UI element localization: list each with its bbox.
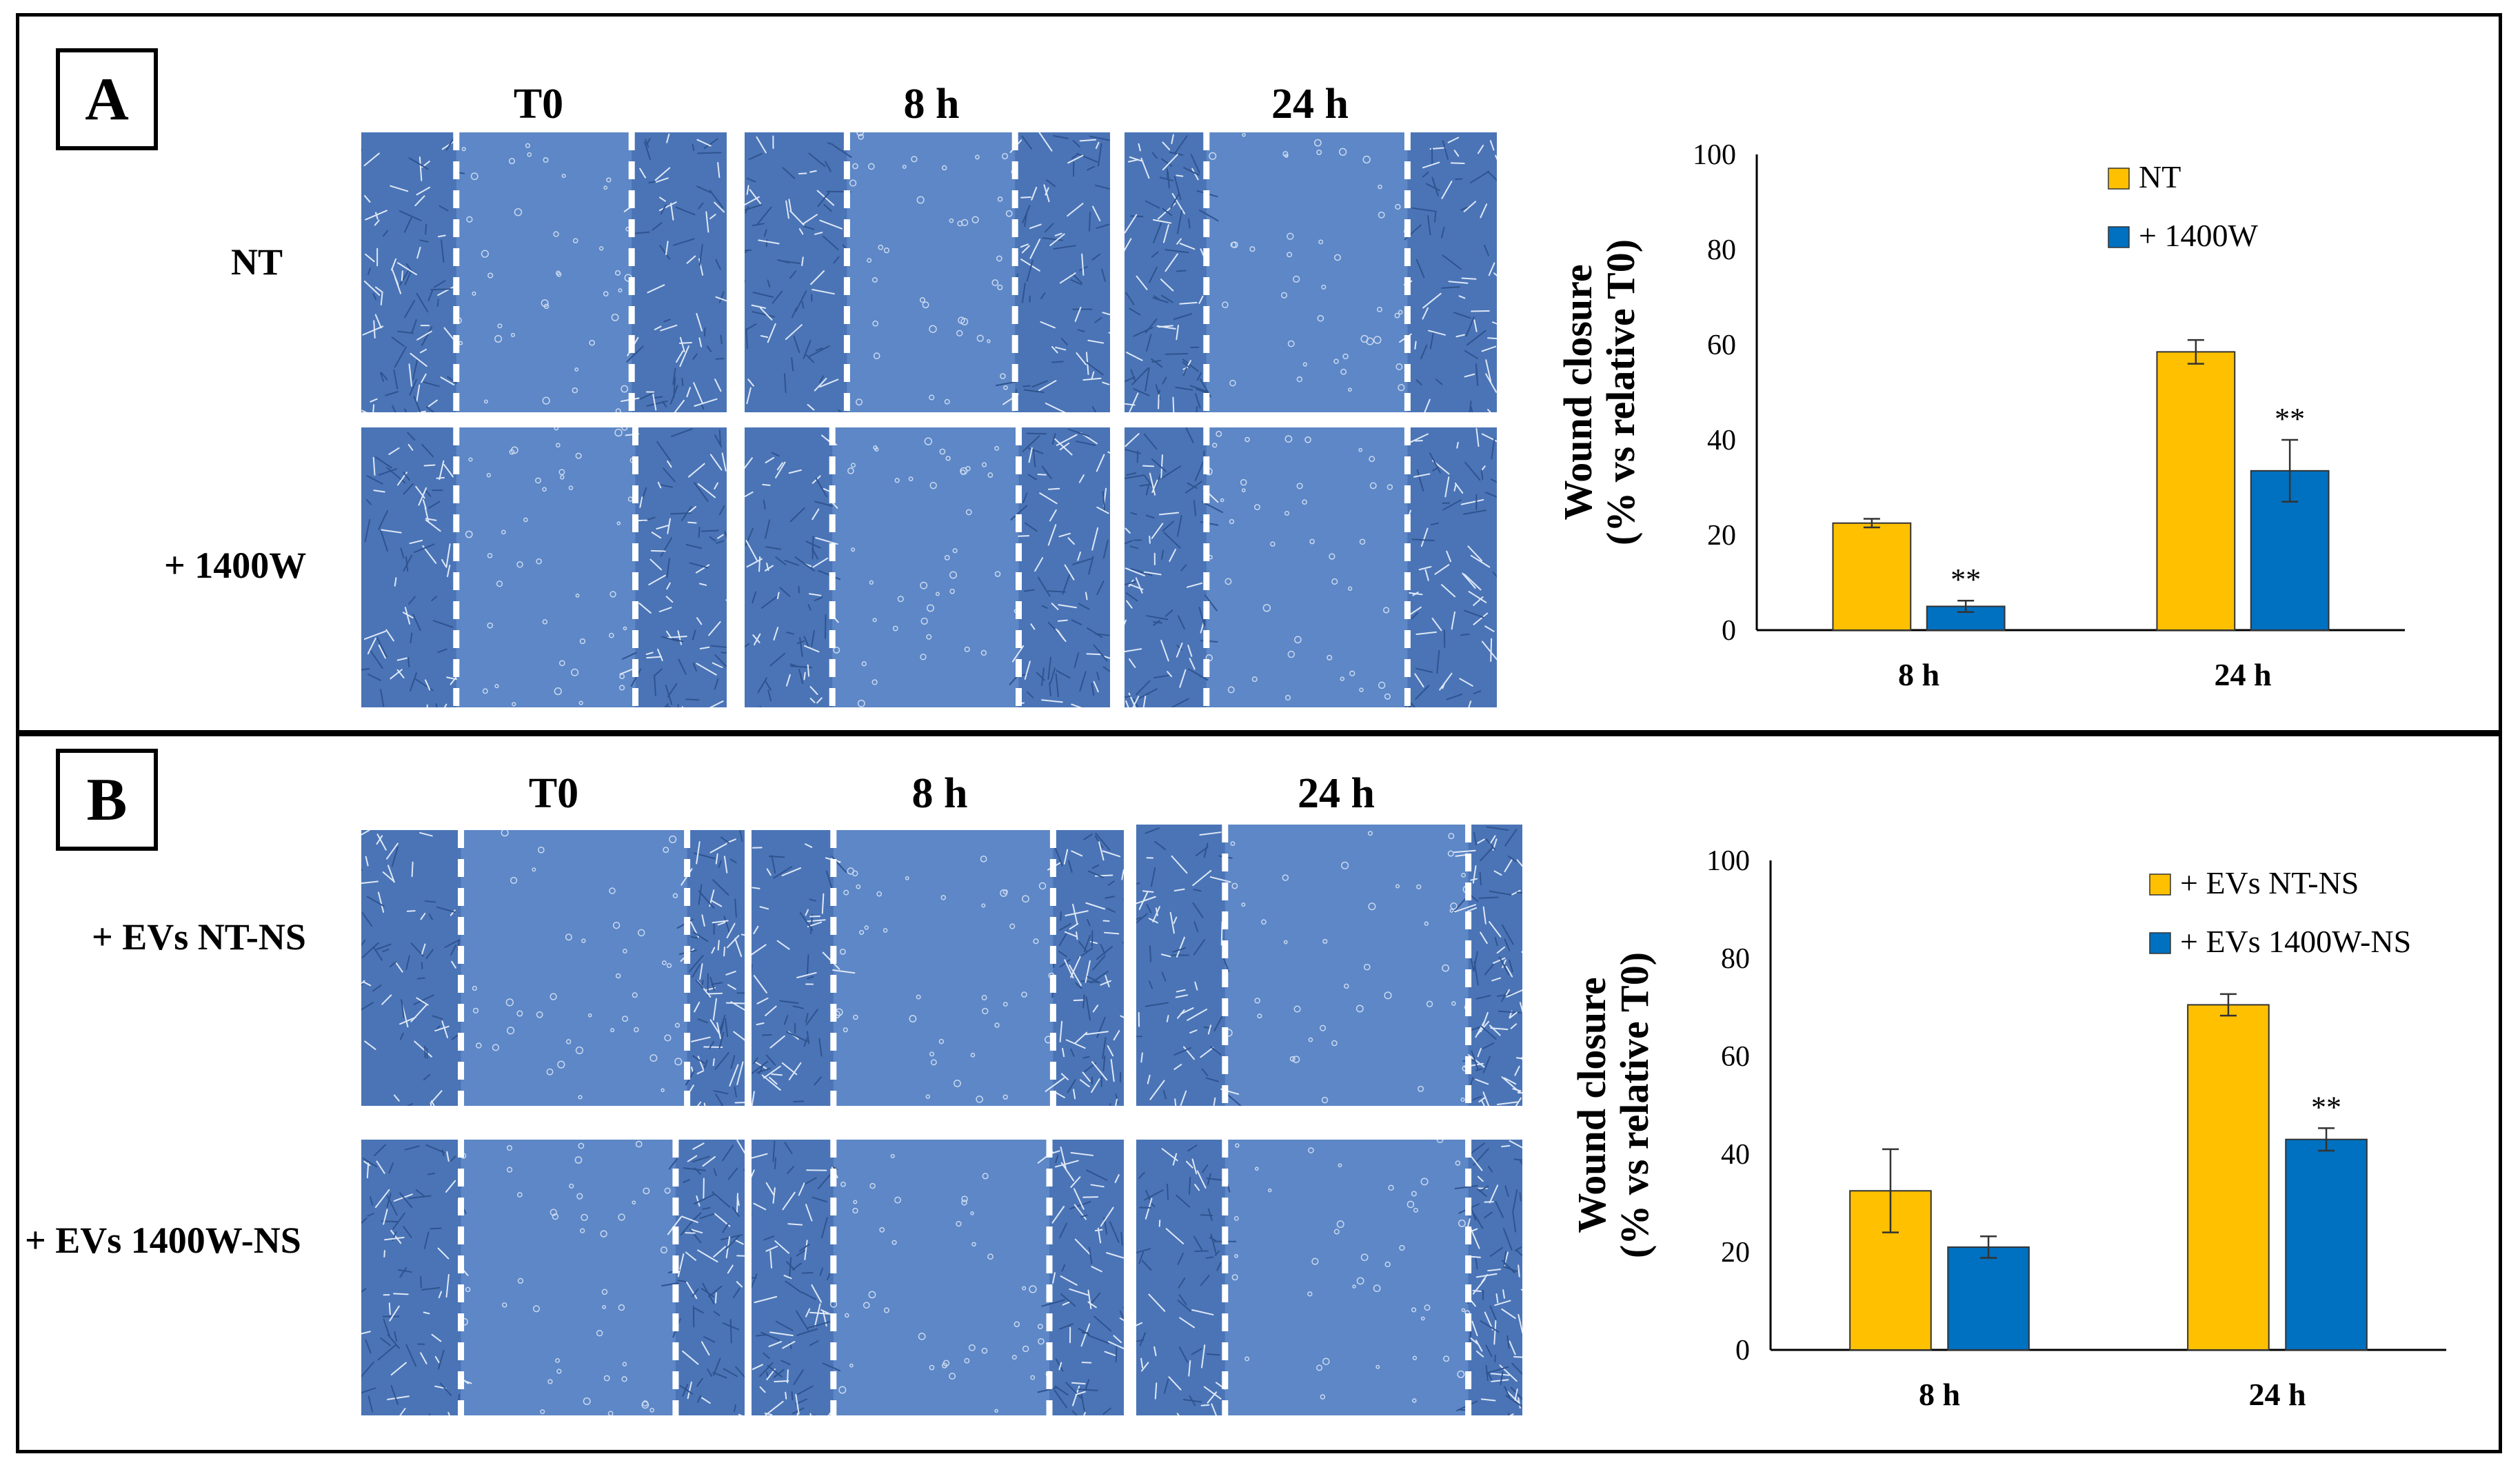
y-tick-label: 60 [1707,330,1736,361]
micrograph-evs-1400w-t0 [361,1140,745,1415]
row-label-evs-1400w-ns: + EVs 1400W-NS [25,1220,301,1261]
legend-label: + EVs 1400W-NS [2180,924,2411,959]
y-tick-label: 80 [1721,943,1750,975]
y-tick-label: 0 [1735,1335,1750,1366]
row-label-evs-nt-ns: + EVs NT-NS [92,916,306,958]
legend-swatch [2108,226,2130,248]
bar [1947,1246,2030,1351]
column-header-8h: 8 h [911,770,968,817]
significance-marker: ** [1951,563,1981,596]
y-tick-label: 60 [1721,1041,1750,1073]
column-header-t0: T0 [513,81,564,128]
bar [2187,1004,2270,1351]
panel-label: A [56,48,158,150]
significance-marker: ** [2275,402,2305,436]
y-tick-label: 20 [1707,520,1736,552]
bar [2156,351,2236,631]
x-tick-label: 24 h [2248,1377,2306,1412]
y-tick-label: 0 [1722,615,1736,647]
y-tick-label: 20 [1721,1237,1750,1269]
micrograph-nt-8h [745,132,1110,412]
row-label-nt: NT [231,241,283,283]
micrograph-nt-t0 [361,132,727,412]
panel-b: B T0 8 h 24 h + EVs NT-NS + EVs 1400W-NS… [16,733,2502,1453]
panel-label: B [56,749,158,851]
micrograph-1400w-t0 [361,427,727,707]
legend-swatch [2149,874,2171,896]
significance-marker: ** [2311,1090,2341,1124]
y-axis-label: Wound closure(% vs relative T0) [1569,952,1657,1258]
bar-chart-b: Wound closure(% vs relative T0) 0 20 40 60 80… [1550,826,2474,1433]
legend-label: + EVs NT-NS [2180,865,2359,900]
legend-label: NT [2139,159,2181,194]
micrograph-1400w-24h [1125,427,1497,707]
x-tick-label: 8 h [1898,657,1939,692]
column-header-t0: T0 [528,770,579,817]
micrograph-evs-nt-24h [1136,825,1522,1106]
column-header-24h: 24 h [1271,81,1349,128]
micrograph-evs-nt-8h [752,830,1124,1106]
legend-label: + 1400W [2139,218,2258,253]
x-tick-label: 24 h [2214,657,2271,692]
y-tick-label: 100 [1706,845,1750,877]
x-tick-label: 8 h [1919,1377,1960,1412]
row-label-1400w: + 1400W [164,545,307,586]
y-tick-label: 40 [1721,1139,1750,1171]
y-axis-label: Wound closure(% vs relative T0) [1555,239,1643,545]
micrograph-evs-1400w-8h [752,1140,1124,1415]
micrograph-nt-24h [1125,132,1497,412]
y-tick-label: 40 [1707,425,1736,456]
micrograph-evs-1400w-24h [1136,1140,1522,1415]
bar-chart-a: Wound closure(% vs relative T0) 0 20 40 60 80… [1536,120,2432,713]
bar [1832,522,1912,631]
panel-a: A T0 8 h 24 h NT + 1400W Wound closure(%… [16,13,2502,734]
micrograph-evs-nt-t0 [361,830,745,1106]
legend-swatch [2149,932,2171,954]
y-tick-label: 100 [1693,139,1736,171]
column-header-8h: 8 h [903,81,960,128]
column-header-24h: 24 h [1298,770,1375,817]
micrograph-1400w-8h [745,427,1110,707]
legend-swatch [2108,168,2130,190]
y-tick-label: 80 [1707,234,1736,266]
bar [2285,1138,2368,1351]
